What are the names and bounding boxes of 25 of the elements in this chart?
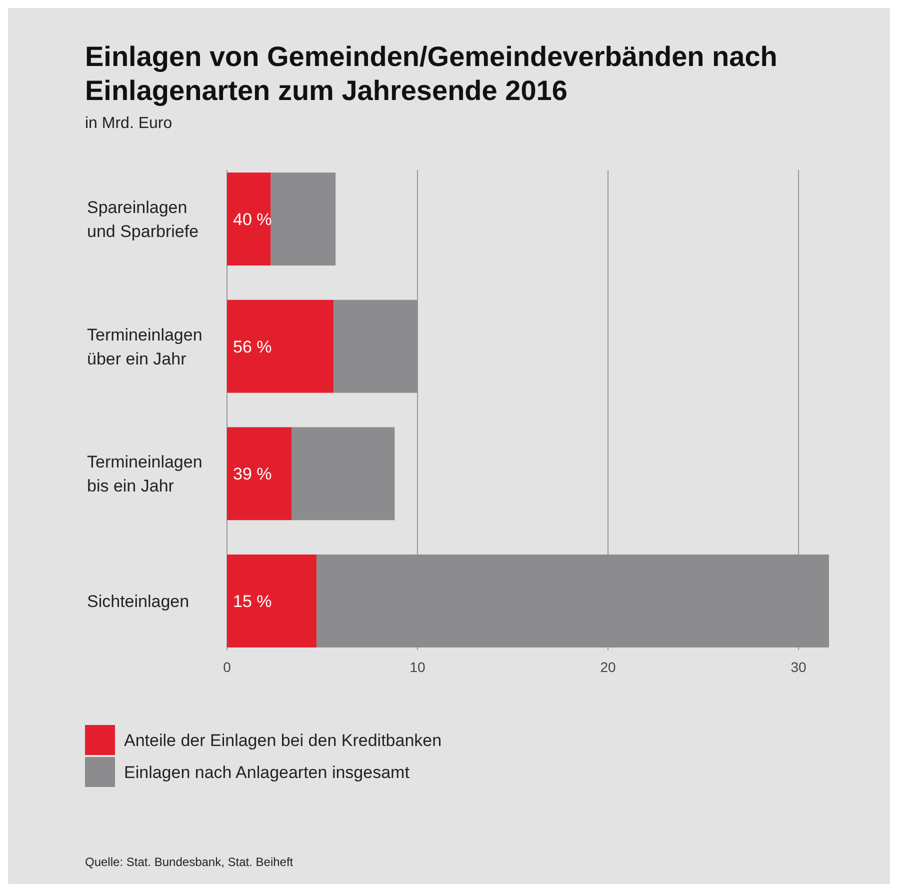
bar [227, 427, 292, 520]
bar [227, 300, 334, 393]
annotation: 39 % [233, 464, 272, 484]
x-tick-label: 20 [600, 658, 616, 675]
bar [316, 554, 829, 648]
x-tick-label: 0 [223, 658, 232, 675]
bar [334, 300, 418, 393]
y-tick-label: Sichteinlagen [87, 592, 190, 611]
chart-subtitle: in Mrd. Euro [85, 115, 172, 132]
source-note: Quelle: Stat. Bundesbank, Stat. Beiheft [85, 855, 294, 869]
bar [227, 172, 271, 266]
x-tick-label: 10 [410, 658, 426, 675]
y-tick-label: Termineinlagen bis ein Jahr [87, 452, 202, 496]
x-tick-label: 30 [790, 658, 807, 675]
legend-label: Einlagen nach Anlagearten insgesamt [124, 763, 410, 782]
chart-title: Einlagen von Gemeinden/Gemeindeverbänden nach Einlagenarten zum Jahresende 2016 [85, 41, 778, 106]
legend-label: Anteile der Einlagen bei den Kreditbanken [124, 731, 442, 750]
annotation: 15 % [233, 592, 272, 611]
y-tick-label: Spareinlagen und Sparbriefe [87, 198, 199, 242]
annotation: 56 % [233, 337, 272, 356]
y-tick-label: Termineinlagen über ein Jahr [87, 325, 202, 368]
annotation: 40 % [233, 210, 272, 230]
bar [270, 172, 336, 266]
bar [227, 554, 317, 648]
bar [292, 427, 395, 520]
